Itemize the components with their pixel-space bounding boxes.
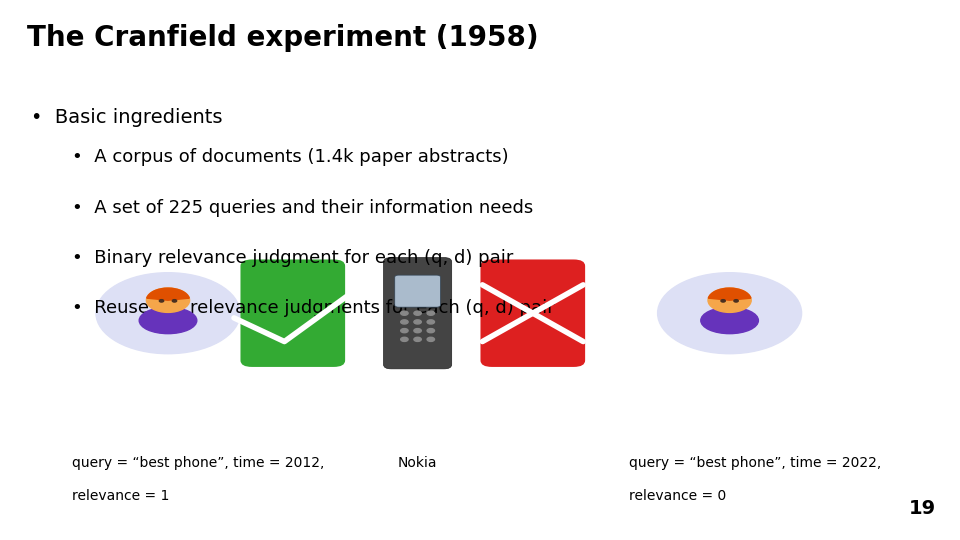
Circle shape — [96, 273, 240, 354]
FancyBboxPatch shape — [240, 260, 346, 367]
Ellipse shape — [701, 307, 758, 334]
Wedge shape — [147, 288, 189, 300]
Text: •  Reuse the relevance judgments for each (q, d) pair: • Reuse the relevance judgments for each… — [72, 299, 555, 317]
Circle shape — [708, 288, 752, 312]
Text: Nokia: Nokia — [397, 456, 438, 470]
Text: query = “best phone”, time = 2022,: query = “best phone”, time = 2022, — [629, 456, 881, 470]
Text: •  A set of 225 queries and their information needs: • A set of 225 queries and their informa… — [72, 199, 533, 217]
FancyBboxPatch shape — [383, 258, 451, 369]
Circle shape — [721, 300, 726, 302]
Text: •  A corpus of documents (1.4k paper abstracts): • A corpus of documents (1.4k paper abst… — [72, 148, 509, 166]
Text: 19: 19 — [909, 500, 936, 518]
FancyBboxPatch shape — [481, 260, 586, 367]
Text: relevance = 0: relevance = 0 — [629, 489, 726, 503]
Text: •  Basic ingredients: • Basic ingredients — [31, 108, 222, 127]
Circle shape — [400, 328, 408, 333]
Circle shape — [400, 311, 408, 315]
Circle shape — [414, 328, 421, 333]
Circle shape — [173, 300, 177, 302]
Circle shape — [427, 311, 435, 315]
Circle shape — [400, 320, 408, 324]
Circle shape — [159, 300, 163, 302]
Circle shape — [146, 288, 189, 312]
Circle shape — [414, 320, 421, 324]
Circle shape — [427, 338, 435, 341]
Text: relevance = 1: relevance = 1 — [72, 489, 169, 503]
Circle shape — [427, 328, 435, 333]
Circle shape — [658, 273, 802, 354]
Text: •  Binary relevance judgment for each (q, d) pair: • Binary relevance judgment for each (q,… — [72, 249, 514, 267]
Wedge shape — [708, 288, 751, 300]
Circle shape — [734, 300, 738, 302]
Text: query = “best phone”, time = 2012,: query = “best phone”, time = 2012, — [72, 456, 324, 470]
Circle shape — [400, 338, 408, 341]
FancyBboxPatch shape — [395, 275, 441, 307]
Circle shape — [414, 338, 421, 341]
Text: The Cranfield experiment (1958): The Cranfield experiment (1958) — [27, 24, 539, 52]
Circle shape — [414, 311, 421, 315]
Ellipse shape — [139, 307, 197, 334]
Circle shape — [427, 320, 435, 324]
